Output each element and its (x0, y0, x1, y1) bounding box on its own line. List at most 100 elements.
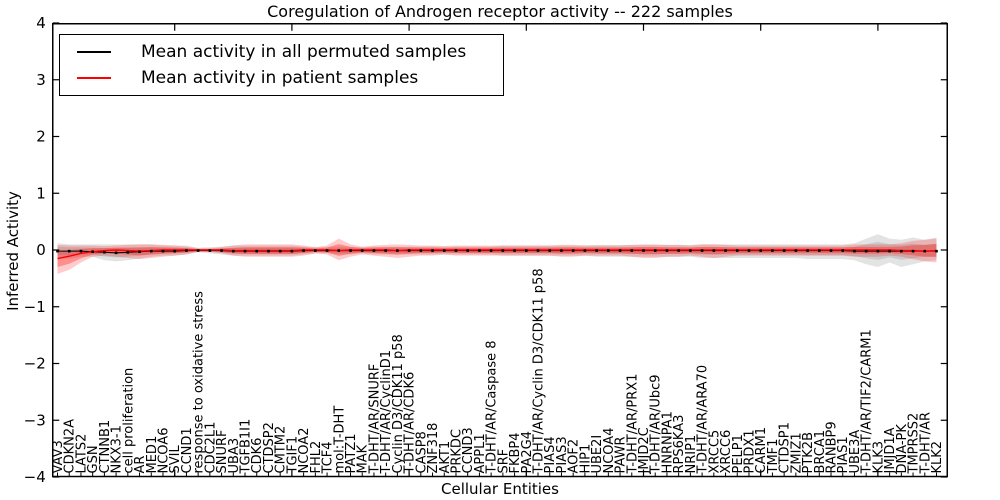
data-point-marker (653, 249, 657, 252)
x-tick-label: AOF2 (567, 439, 582, 474)
y-tick-label: −3 (24, 411, 46, 429)
x-tick-label: PA2G4 (520, 431, 535, 474)
data-point-marker (818, 249, 821, 252)
data-point-marker (560, 249, 563, 252)
x-tick-label: NCOA2 (297, 428, 312, 474)
x-tick-label: response to oxidative stress (192, 291, 207, 474)
data-point-marker (571, 249, 575, 252)
x-tick-label: ZMIZ1 (789, 432, 804, 473)
legend-item-permuted: Mean activity in all permuted samples (60, 39, 503, 65)
y-tick-label: −2 (24, 355, 46, 373)
data-point-marker (665, 249, 669, 252)
data-point-marker (935, 249, 938, 253)
x-axis-label: Cellular Entities (441, 480, 559, 498)
data-point-marker (583, 249, 587, 252)
x-tick-label: PELP1 (731, 434, 746, 473)
y-axis-label: Inferred Activity (4, 191, 22, 311)
x-tick-label: mol:T-DHT (332, 406, 347, 474)
data-point-marker (489, 249, 493, 252)
data-point-marker (114, 251, 118, 255)
x-tick-label: UBE3A (848, 430, 863, 474)
data-point-marker (454, 249, 458, 252)
x-tick-label: RANBP9 (825, 421, 840, 473)
patient-mean-line (57, 249, 937, 260)
y-tick-label: 2 (36, 128, 46, 146)
x-tick-label: HNRNPA1 (660, 411, 675, 473)
x-tick-label: JMJD1A (883, 427, 898, 474)
data-point-marker (208, 249, 212, 252)
x-tick-label: TCF4 (321, 441, 336, 474)
data-point-marker (91, 250, 94, 254)
data-point-marker (536, 249, 540, 252)
data-point-marker (747, 249, 751, 252)
permuted-line-sample (77, 51, 111, 53)
x-tick-label: Cyclin D3/CDK11 p58 (391, 334, 406, 473)
data-point-marker (325, 249, 329, 252)
data-point-marker (642, 249, 645, 252)
y-tick-label: −1 (24, 298, 46, 316)
x-tick-label: MAK (356, 444, 371, 473)
data-point-marker (735, 249, 739, 252)
chart-title: Coregulation of Androgen receptor activi… (267, 2, 733, 21)
x-tick-label: T-DHT/AR/PRX1 (625, 374, 640, 475)
x-tick-label: UBE2I (590, 435, 605, 474)
data-point-marker (618, 249, 622, 252)
y-tick-label: 0 (36, 241, 46, 259)
data-point-marker (700, 249, 704, 252)
data-point-marker (290, 249, 294, 253)
legend: Mean activity in all permuted samples Me… (59, 34, 504, 96)
x-tick-label: AKT1 (438, 441, 453, 474)
data-point-marker (782, 249, 786, 252)
x-tick-label: TMF1 (766, 439, 781, 475)
x-tick-label: TMPRSS2 (907, 413, 922, 475)
data-point-marker (185, 249, 188, 252)
x-tick-label: RPS6KA3 (672, 415, 687, 474)
x-tick-label: PIAS1 (836, 436, 851, 473)
data-point-marker (724, 249, 727, 252)
data-point-marker (431, 249, 434, 252)
x-tick-label: NCOA4 (602, 428, 617, 474)
data-point-marker (103, 250, 106, 254)
y-tick-label: 1 (36, 184, 46, 202)
legend-label: Mean activity in all permuted samples (141, 42, 467, 62)
data-point-marker (689, 249, 692, 252)
x-tick-label: KLK2 (930, 441, 945, 474)
data-point-marker (360, 249, 364, 252)
x-tick-label: PIAS3 (555, 436, 570, 473)
x-tick-label: UBA3 (227, 438, 242, 474)
data-point-marker (56, 249, 59, 253)
data-point-marker (806, 249, 809, 252)
x-tick-label: CTDSP2 (262, 422, 277, 473)
x-tick-label: T-DHT/AR/CyclinD1 (379, 350, 394, 475)
x-tick-label: SVIL (168, 445, 183, 474)
data-point-marker (126, 250, 130, 254)
x-tick-label: PRDX1 (742, 429, 757, 473)
data-point-marker (278, 249, 282, 253)
data-point-marker (771, 249, 774, 252)
data-point-marker (759, 249, 762, 252)
data-point-marker (255, 249, 259, 253)
x-tick-label: T-DHT/AR (918, 412, 933, 474)
data-point-marker (513, 249, 516, 252)
data-point-marker (314, 249, 317, 252)
y-tick-label: 3 (36, 71, 46, 89)
x-tick-label: CCND3 (461, 427, 476, 473)
data-point-marker (138, 250, 141, 254)
x-tick-label: VAV3 (51, 440, 66, 473)
data-point-marker (149, 249, 153, 253)
x-tick-label: CARM1 (754, 427, 769, 474)
patient-band (57, 238, 937, 274)
data-point-marker (407, 249, 411, 252)
data-point-marker (267, 249, 270, 253)
x-tick-label: CMTM2 (274, 426, 289, 474)
data-point-marker (196, 249, 200, 252)
y-tick-label: −4 (24, 468, 46, 486)
data-point-marker (900, 249, 903, 253)
x-tick-label: JMJD2C (637, 427, 652, 474)
data-point-marker (841, 249, 845, 252)
data-point-marker (466, 249, 469, 252)
x-tick-label: T-DHT/AR/CDK6 (403, 372, 418, 475)
data-point-marker (888, 249, 891, 253)
data-point-marker (337, 249, 341, 252)
